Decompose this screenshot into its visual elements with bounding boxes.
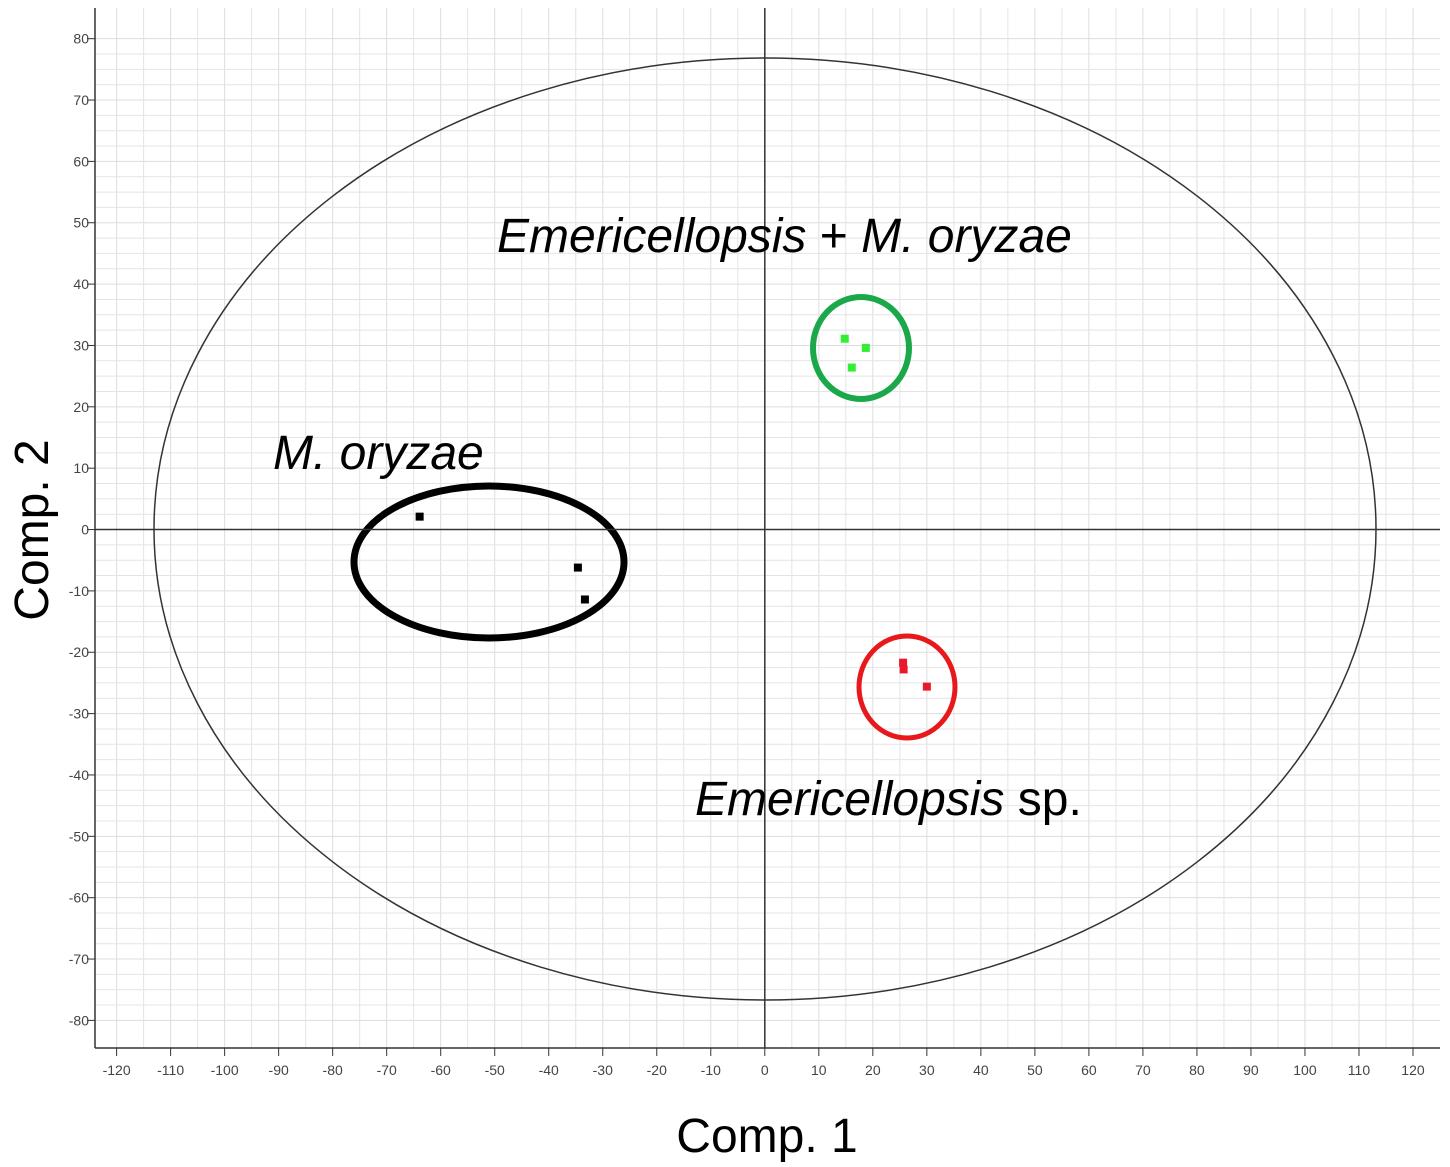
x-tick-label: 50: [1027, 1062, 1043, 1078]
x-tick-label: -110: [157, 1062, 184, 1078]
y-axis-label: Comp. 2: [6, 439, 59, 620]
group-label: Emericellopsis sp.: [695, 773, 1082, 826]
x-tick-label: 10: [811, 1062, 827, 1078]
point: [415, 512, 424, 521]
group-label-part: +: [820, 210, 848, 263]
y-tick-label: 80: [73, 31, 89, 47]
y-tick-label: -20: [69, 644, 89, 660]
y-tick-label: -40: [69, 767, 89, 783]
group-label-part: sp.: [1018, 773, 1082, 826]
group-label-part: M. oryzae: [861, 210, 1072, 263]
x-tick-label: -100: [211, 1062, 239, 1078]
group-label-part: M. oryzae: [273, 427, 484, 480]
x-tick-label: 120: [1401, 1062, 1425, 1078]
x-tick-label: 30: [919, 1062, 935, 1078]
group-outline: [350, 482, 628, 642]
x-tick-label: 60: [1081, 1062, 1097, 1078]
x-tick-label: 90: [1243, 1062, 1259, 1078]
y-tick-label: -10: [69, 583, 89, 599]
point: [847, 363, 856, 372]
y-tick-label: 70: [73, 92, 89, 108]
x-tick-label: -50: [485, 1062, 505, 1078]
group-outline: [856, 633, 958, 741]
group-label: M. oryzae: [273, 427, 484, 480]
x-tick-label: 70: [1135, 1062, 1151, 1078]
x-tick-label: -120: [103, 1062, 131, 1078]
grid: [95, 8, 1440, 1048]
point: [840, 334, 849, 343]
x-tick-label: 20: [865, 1062, 881, 1078]
x-tick-label: -30: [593, 1062, 613, 1078]
point: [922, 682, 931, 691]
group-label-part: Emericellopsis: [695, 773, 1004, 826]
x-tick-label: 100: [1293, 1062, 1317, 1078]
point: [899, 658, 908, 667]
x-tick-label: 110: [1348, 1062, 1371, 1078]
group-label: Emericellopsis + M. oryzae: [497, 210, 1072, 263]
x-tick-label: 40: [973, 1062, 989, 1078]
y-tick-label: -70: [69, 951, 89, 967]
y-tick-label: -30: [69, 706, 89, 722]
y-tick-label: 10: [73, 460, 89, 476]
x-tick-label: -10: [701, 1062, 721, 1078]
y-tick-label: 0: [81, 522, 89, 538]
y-tick-label: 20: [73, 399, 89, 415]
point: [573, 563, 582, 572]
group-label-part: Emericellopsis: [497, 210, 806, 263]
point: [580, 595, 589, 604]
y-tick-label: 50: [73, 215, 89, 231]
x-tick-label: -60: [431, 1062, 451, 1078]
x-tick-label: -70: [377, 1062, 397, 1078]
x-tick-label: 0: [761, 1062, 769, 1078]
point: [861, 343, 870, 352]
x-tick-label: -90: [269, 1062, 289, 1078]
y-tick-label: -60: [69, 890, 89, 906]
x-tick-label: -20: [647, 1062, 667, 1078]
y-tick-label: -80: [69, 1012, 89, 1028]
group-outline: [810, 294, 912, 402]
x-tick-label: 80: [1189, 1062, 1205, 1078]
y-tick-label: -50: [69, 828, 89, 844]
x-tick-label: -40: [539, 1062, 559, 1078]
x-tick-label: -80: [323, 1062, 343, 1078]
y-tick-label: 60: [73, 153, 89, 169]
point: [899, 665, 908, 674]
x-axis-label: Comp. 1: [676, 1110, 857, 1163]
y-tick-label: 30: [73, 337, 89, 353]
y-tick-label: 40: [73, 276, 89, 292]
